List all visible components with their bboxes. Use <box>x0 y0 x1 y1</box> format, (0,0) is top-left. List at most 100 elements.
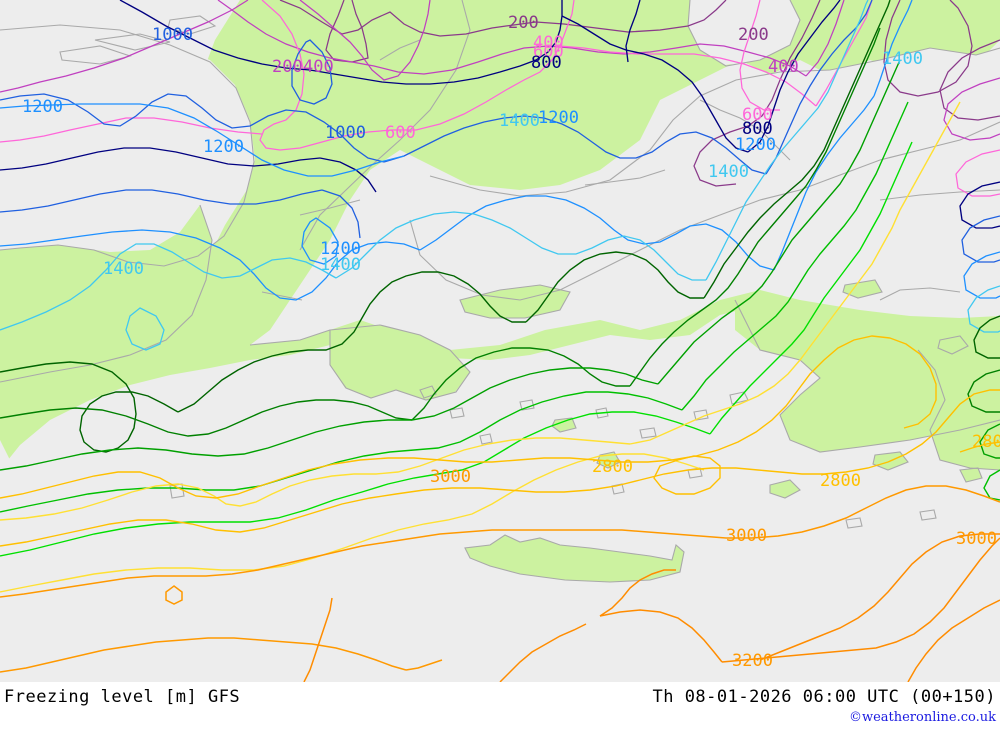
contour-3000 <box>0 485 1000 673</box>
contour-2600 <box>0 101 961 593</box>
coast-inland-8 <box>879 287 961 301</box>
coast-tiny-3 <box>595 407 609 419</box>
sea-nw-top <box>0 0 120 32</box>
footer-bar: Freezing level [m] GFS Th 08-01-2026 06:… <box>0 682 1000 733</box>
contour-label: 1000 <box>152 25 193 45</box>
valid-time-label: Th 08-01-2026 06:00 UTC (00+150) <box>652 687 996 707</box>
coast-marmara <box>687 0 801 67</box>
contour-400 <box>0 0 1000 141</box>
contour-label: 1200 <box>320 239 361 259</box>
land-island-g <box>960 468 982 482</box>
contour-label: 200 <box>738 25 769 45</box>
coast-island-a <box>596 451 621 469</box>
coast-tiny-15 <box>59 45 132 65</box>
contour-label: 600 <box>533 42 564 62</box>
contour-1800 <box>0 27 1000 437</box>
coast-nwgreece <box>0 204 213 383</box>
coast-tiny-13 <box>919 509 937 521</box>
map-svg: 1000 1200 1200 1400 1400 1200 200 400 10… <box>0 0 1000 682</box>
contour-label: 200 <box>272 57 303 77</box>
coast-crete <box>464 534 685 583</box>
contour-label: 1400 <box>103 259 144 279</box>
coast-island-g <box>959 467 983 483</box>
coast-tiny-7 <box>479 433 493 445</box>
land-island-e <box>552 418 576 432</box>
contour-200 <box>279 0 1000 187</box>
coast-inland-3 <box>879 189 1000 201</box>
coast-north-aegean <box>429 47 1000 197</box>
land-turkey-south <box>918 330 1000 470</box>
contour-2000 <box>0 59 1000 471</box>
sea-marmara <box>688 0 800 65</box>
coast-inland-2 <box>299 199 361 216</box>
land-island-f <box>843 280 882 298</box>
contour-label: 1400 <box>882 49 923 69</box>
contour-2200 <box>0 101 1000 513</box>
contour-label: 2800 <box>592 457 633 477</box>
coast-tiny-4 <box>639 427 657 439</box>
coast-tiny-1 <box>419 385 437 399</box>
contour-label: 600 <box>742 105 773 125</box>
coast-island-d <box>872 451 909 471</box>
sea-adriatic <box>0 25 255 265</box>
coast-turkey-south <box>917 349 1000 471</box>
contour-3200 <box>303 533 1000 682</box>
contour-label: 400 <box>303 57 334 77</box>
copyright-label: ©weatheronline.co.uk <box>848 710 996 725</box>
coast-tiny-8 <box>449 407 465 419</box>
coast-tiny-12 <box>845 517 863 529</box>
land-crete <box>465 535 684 582</box>
coast-island-f <box>842 279 883 299</box>
contour-2800 <box>0 335 1000 547</box>
coast-thermaic <box>409 121 1000 301</box>
contour-label: 400 <box>768 57 799 77</box>
contour-1400 <box>0 0 1000 351</box>
coast-island-c <box>937 335 969 355</box>
coast-inland-1 <box>584 169 666 186</box>
contour-label: 3000 <box>956 529 997 549</box>
contour-600 <box>0 0 1000 197</box>
coast-inland-7 <box>261 291 303 301</box>
contour-label: 3000 <box>430 467 471 487</box>
coast-turkey-west <box>734 299 1000 453</box>
contour-label: 400 <box>533 33 564 53</box>
coast-island-b <box>769 479 801 499</box>
coast-inland-6 <box>759 129 791 161</box>
contour-label: 3200 <box>732 651 773 671</box>
contour-label: 1200 <box>203 137 244 157</box>
chart-title: Freezing level [m] GFS <box>4 687 241 707</box>
contour-label: 1400 <box>708 162 749 182</box>
coast-inland-5 <box>379 39 421 61</box>
contour-label: 1000 <box>325 123 366 143</box>
contour-map-canvas: 1000 1200 1200 1400 1400 1200 200 400 10… <box>0 0 1000 682</box>
sea-thermaic <box>410 48 1000 300</box>
contour-label: 2800 <box>972 432 1000 452</box>
contour-label: 1200 <box>538 108 579 128</box>
land-nw-greece <box>0 205 212 382</box>
contour-label: 1200 <box>22 97 63 117</box>
coast-greece-east <box>299 0 471 251</box>
coast-tiny-16 <box>94 33 171 51</box>
contour-800 <box>0 0 1000 229</box>
coast-tiny-5 <box>693 409 709 421</box>
contour-label: 800 <box>531 53 562 73</box>
contour-label-layer: 1000 1200 1200 1400 1400 1200 200 400 10… <box>22 13 1000 671</box>
contour-label: 600 <box>385 123 416 143</box>
contour-2400 <box>0 141 913 557</box>
contour-label: 1400 <box>320 255 361 275</box>
coast-adriatic <box>0 24 255 267</box>
contour-label: 200 <box>508 13 539 33</box>
contour-label: 1200 <box>735 135 776 155</box>
coast-peloponnese <box>329 324 471 401</box>
land-peloponnese <box>330 325 470 400</box>
contour-label: 3000 <box>726 526 767 546</box>
contour-label: 800 <box>742 119 773 139</box>
coastline-layer <box>0 0 1000 583</box>
coast-euboea <box>459 284 571 319</box>
contour-label: 1400 <box>499 111 540 131</box>
coast-tiny-2 <box>519 399 535 411</box>
contour-1200 <box>0 0 1000 301</box>
contour-label: 2800 <box>820 471 861 491</box>
coast-south-mainland <box>249 329 331 346</box>
